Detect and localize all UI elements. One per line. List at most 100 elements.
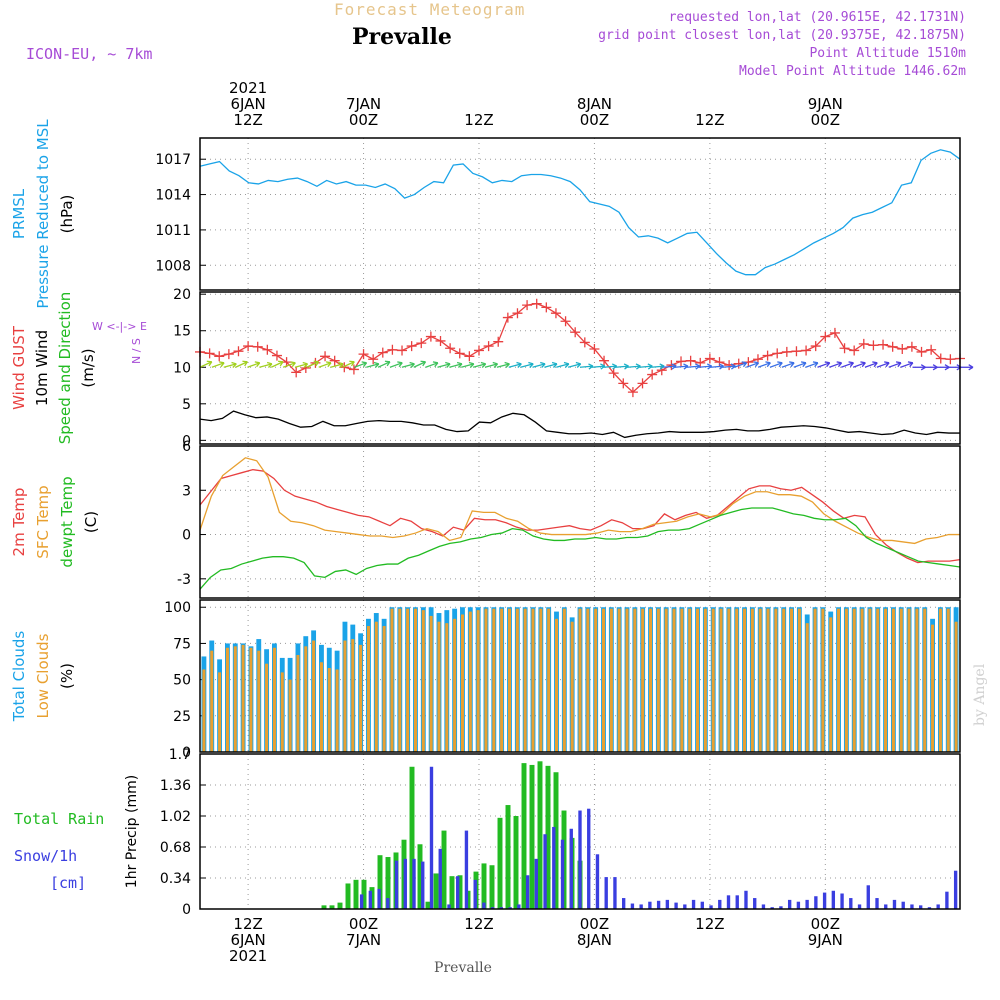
bar-snow-1h — [412, 858, 416, 909]
bar-total-rain — [521, 763, 527, 909]
wind-arrow — [829, 362, 842, 368]
bar-low-clouds — [233, 646, 237, 752]
bar-snow-1h — [403, 858, 407, 909]
bar-snow-1h — [429, 766, 434, 909]
bar-snow-1h — [840, 893, 844, 909]
bar-snow-1h — [499, 907, 504, 909]
bar-snow-1h — [438, 848, 442, 909]
y-tick-label: 1014 — [155, 188, 191, 204]
bar-low-clouds — [531, 608, 535, 752]
gust-marker — [397, 345, 408, 356]
wind-arrow — [710, 365, 724, 368]
bar-low-clouds — [288, 679, 292, 752]
bar-low-clouds — [445, 623, 449, 752]
gust-marker — [810, 341, 821, 352]
gust-marker — [916, 346, 927, 357]
wind-arrow — [496, 363, 510, 368]
bar-low-clouds — [210, 650, 214, 752]
bar-snow-1h — [822, 892, 827, 909]
wind-arrow — [472, 363, 486, 368]
gust-marker — [685, 355, 696, 366]
wind-arrow — [306, 361, 319, 368]
precip-legend-label: [cm] — [50, 874, 86, 892]
wind-arrowhead — [480, 361, 487, 368]
wind-arrowhead — [516, 361, 522, 368]
bar-low-clouds — [398, 608, 402, 752]
panel-axis-label: (C) — [82, 511, 100, 533]
bar-snow-1h — [621, 898, 626, 909]
wind-arrowhead — [349, 360, 355, 367]
line-dewpt-temp — [199, 507, 961, 590]
bar-total-rain — [345, 883, 351, 909]
gust-marker — [435, 335, 446, 346]
panel-frame — [199, 137, 961, 291]
wind-arrowhead — [968, 364, 974, 371]
wind-arrowhead — [789, 361, 795, 368]
gust-marker — [483, 341, 494, 352]
bar-snow-1h — [901, 901, 905, 909]
gust-marker — [608, 368, 619, 379]
y-tick-label: 1017 — [155, 152, 191, 168]
panel-axis-label: (%) — [58, 663, 76, 689]
panel-background — [200, 292, 960, 444]
wind-arrowhead — [492, 361, 499, 368]
bar-snow-1h — [761, 904, 766, 909]
gust-marker — [849, 345, 860, 356]
wind-arrowhead — [741, 361, 748, 368]
gust-marker — [223, 349, 234, 360]
panel-precip: 0 0.34 0.68 1.02 1.36 1.7 Total Rain Snow/1h [cm… — [14, 747, 961, 918]
time-label-bottom: 12Z — [233, 915, 262, 933]
wind-arrow — [294, 363, 308, 368]
bar-low-clouds — [782, 608, 786, 752]
gust-marker — [243, 341, 254, 352]
gust-marker — [772, 348, 783, 359]
bar-snow-1h — [648, 901, 652, 909]
bar-low-clouds — [711, 608, 715, 752]
time-label-bottom: 7JAN — [346, 931, 381, 949]
bar-snow-1h — [595, 854, 600, 909]
wind-arrow — [270, 361, 284, 368]
gust-marker — [637, 378, 648, 389]
time-label-bottom: 12Z — [695, 915, 724, 933]
wind-arrow — [900, 362, 914, 368]
bar-low-clouds — [766, 608, 770, 752]
wind-arrow — [508, 363, 522, 368]
y-tick-label: 25 — [173, 709, 191, 725]
bar-low-clouds — [594, 608, 598, 752]
wind-arrow — [556, 363, 569, 368]
bar-snow-1h — [665, 899, 670, 909]
wind-arrow — [567, 363, 581, 368]
wind-arrowhead — [468, 361, 475, 368]
wind-arrow — [805, 362, 819, 368]
time-label-bottom: 6JAN — [231, 931, 266, 949]
time-label-bottom: 00Z — [349, 915, 378, 933]
gust-marker — [627, 387, 638, 398]
gust-marker — [801, 345, 812, 356]
bar-total-rain — [489, 865, 495, 909]
bar-snow-1h — [831, 890, 836, 909]
bar-low-clouds — [406, 608, 410, 752]
wind-arrow — [211, 362, 225, 368]
y-tick-label: 100 — [164, 600, 191, 616]
bar-low-clouds — [578, 608, 582, 752]
wind-arrowhead — [277, 360, 284, 367]
bar-low-clouds — [218, 672, 222, 752]
gust-marker — [906, 341, 917, 352]
bar-low-clouds — [703, 608, 707, 752]
wind-arrowhead — [824, 361, 831, 368]
bar-low-clouds — [421, 610, 425, 752]
bar-low-clouds — [382, 626, 386, 752]
bar-low-clouds — [907, 608, 911, 752]
wind-arrow — [888, 362, 902, 368]
bar-low-clouds — [413, 608, 417, 752]
y-tick-label: 1.36 — [160, 778, 191, 794]
y-tick-label: 20 — [173, 287, 191, 303]
bar-low-clouds — [296, 655, 300, 752]
wind-arrowhead — [895, 361, 902, 368]
bar-snow-1h — [866, 885, 870, 909]
bar-low-clouds — [797, 608, 801, 752]
y-tick-label: 0 — [182, 745, 191, 761]
bar-low-clouds — [852, 608, 856, 752]
bar-snow-1h — [936, 904, 940, 909]
